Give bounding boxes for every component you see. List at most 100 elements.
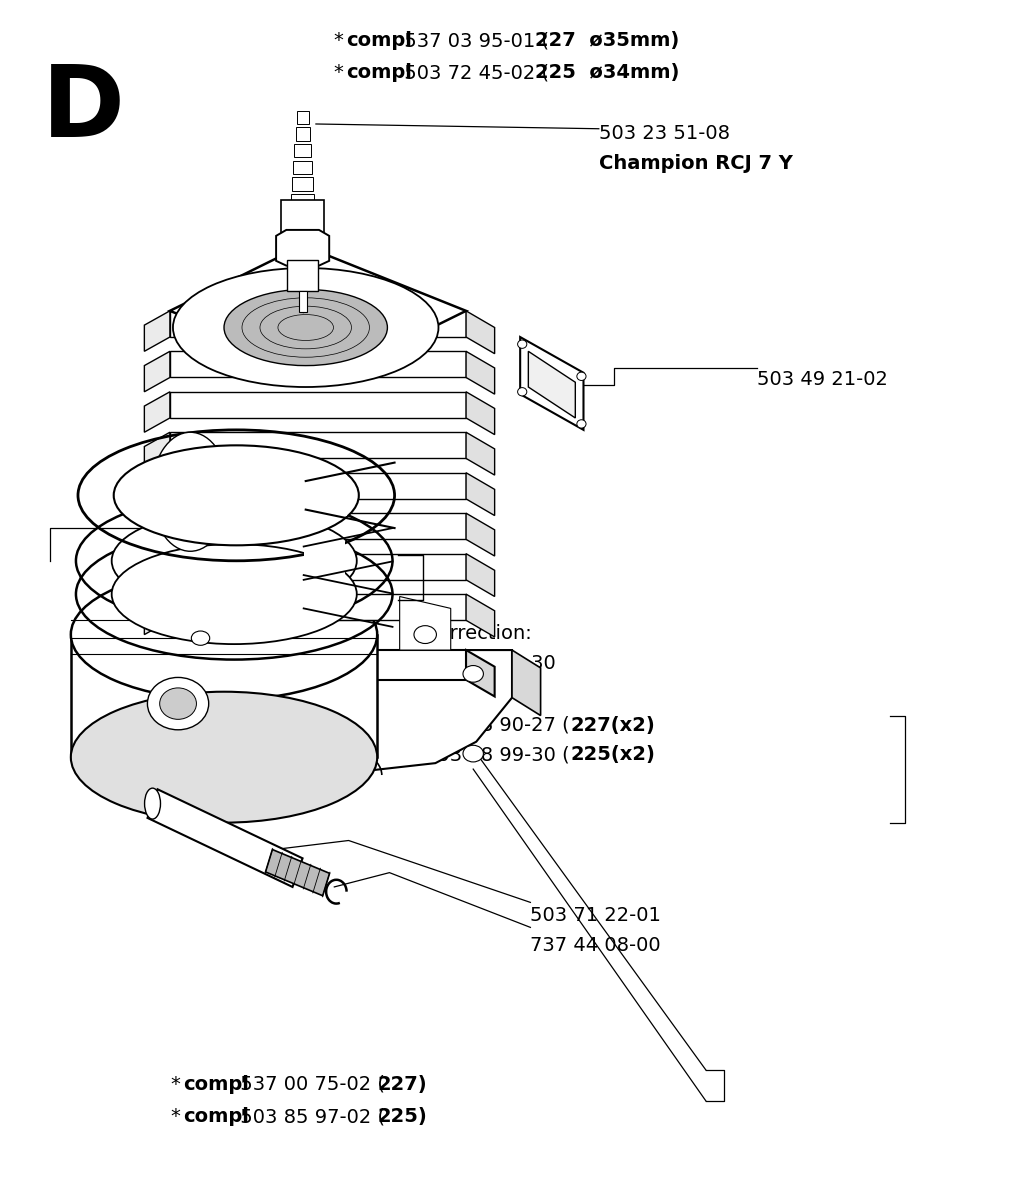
Text: 503 71 22-01: 503 71 22-01 — [530, 905, 662, 925]
Text: 227  ø35mm): 227 ø35mm) — [536, 31, 680, 50]
Text: 503 28 99-30 (: 503 28 99-30 ( — [425, 746, 569, 765]
Polygon shape — [512, 650, 541, 716]
Ellipse shape — [463, 666, 483, 682]
Polygon shape — [466, 650, 495, 697]
Ellipse shape — [224, 290, 387, 365]
Polygon shape — [265, 849, 330, 896]
Polygon shape — [466, 594, 495, 637]
Bar — [295, 144, 311, 157]
Text: 225  ø34mm): 225 ø34mm) — [536, 63, 680, 82]
Polygon shape — [466, 432, 495, 475]
Polygon shape — [528, 351, 575, 418]
Ellipse shape — [173, 268, 438, 387]
Text: 227(x2): 227(x2) — [570, 716, 655, 735]
Polygon shape — [144, 351, 170, 391]
Text: *: * — [170, 1107, 180, 1126]
Ellipse shape — [112, 544, 356, 644]
Bar — [304, 574, 344, 614]
Polygon shape — [170, 554, 466, 580]
Bar — [296, 128, 310, 141]
Polygon shape — [170, 472, 466, 499]
Ellipse shape — [173, 666, 194, 682]
Bar — [288, 260, 318, 291]
Polygon shape — [466, 391, 495, 434]
Text: 737 44 08-00: 737 44 08-00 — [530, 935, 662, 954]
Polygon shape — [276, 230, 329, 266]
Ellipse shape — [517, 340, 526, 348]
Ellipse shape — [112, 511, 356, 611]
Text: compl: compl — [183, 1107, 249, 1126]
Ellipse shape — [173, 746, 194, 762]
Bar — [294, 161, 312, 174]
Text: 503 28 90-30: 503 28 90-30 — [425, 654, 556, 673]
Bar — [282, 200, 324, 236]
Polygon shape — [144, 432, 170, 472]
Text: D: D — [42, 61, 125, 157]
Polygon shape — [170, 391, 466, 418]
Text: 503 23 51-08: 503 23 51-08 — [599, 124, 730, 143]
Polygon shape — [122, 650, 512, 778]
Text: 225): 225) — [377, 1107, 427, 1126]
Text: 225(x2): 225(x2) — [570, 746, 655, 765]
Polygon shape — [466, 472, 495, 515]
Polygon shape — [466, 513, 495, 556]
Text: Champion RCJ 7 Y: Champion RCJ 7 Y — [599, 154, 793, 173]
Polygon shape — [147, 790, 302, 886]
Text: compl: compl — [346, 31, 413, 50]
Polygon shape — [71, 635, 377, 758]
Ellipse shape — [160, 688, 197, 719]
Text: compl: compl — [346, 63, 413, 82]
Bar — [304, 540, 344, 581]
Ellipse shape — [191, 631, 210, 645]
Text: *: * — [333, 31, 343, 50]
Text: 227): 227) — [377, 1075, 427, 1094]
Polygon shape — [466, 351, 495, 394]
Polygon shape — [170, 351, 466, 377]
Text: *: * — [170, 1075, 180, 1094]
Text: 503 49 21-02: 503 49 21-02 — [757, 370, 888, 389]
Ellipse shape — [414, 625, 436, 643]
Ellipse shape — [71, 569, 377, 700]
Ellipse shape — [114, 445, 358, 545]
Bar — [292, 194, 314, 208]
Polygon shape — [466, 311, 495, 353]
Ellipse shape — [517, 388, 526, 396]
Ellipse shape — [463, 746, 483, 762]
Polygon shape — [144, 594, 170, 635]
Polygon shape — [399, 596, 451, 650]
Polygon shape — [170, 459, 226, 525]
Polygon shape — [144, 650, 170, 694]
Text: Correction:: Correction: — [425, 624, 532, 643]
Text: *: * — [453, 567, 463, 586]
Text: *: * — [333, 63, 343, 82]
Bar — [293, 178, 313, 191]
Polygon shape — [144, 472, 170, 513]
Ellipse shape — [577, 420, 586, 428]
Polygon shape — [170, 594, 466, 620]
Polygon shape — [520, 338, 584, 429]
Bar — [297, 111, 309, 124]
Ellipse shape — [577, 372, 586, 381]
Ellipse shape — [144, 789, 161, 820]
Text: 503 85 97-02 (: 503 85 97-02 ( — [234, 1107, 385, 1126]
Polygon shape — [144, 311, 170, 351]
Ellipse shape — [71, 692, 377, 823]
Polygon shape — [170, 650, 466, 680]
Ellipse shape — [147, 678, 209, 730]
Polygon shape — [466, 554, 495, 596]
Polygon shape — [170, 311, 466, 338]
Bar — [306, 475, 346, 515]
Polygon shape — [170, 513, 466, 539]
Text: 503 28 90-27 (: 503 28 90-27 ( — [425, 716, 569, 735]
Polygon shape — [144, 391, 170, 432]
Polygon shape — [170, 432, 466, 458]
Text: 537 03 95-01 (: 537 03 95-01 ( — [397, 31, 549, 50]
Text: 503 72 45-02 (: 503 72 45-02 ( — [397, 63, 549, 82]
Text: 537 00 75-02 (: 537 00 75-02 ( — [234, 1075, 385, 1094]
Bar — [299, 291, 307, 313]
Polygon shape — [144, 513, 170, 554]
Polygon shape — [144, 554, 170, 594]
Ellipse shape — [152, 432, 229, 551]
Text: compl: compl — [183, 1075, 249, 1094]
Polygon shape — [170, 246, 466, 376]
